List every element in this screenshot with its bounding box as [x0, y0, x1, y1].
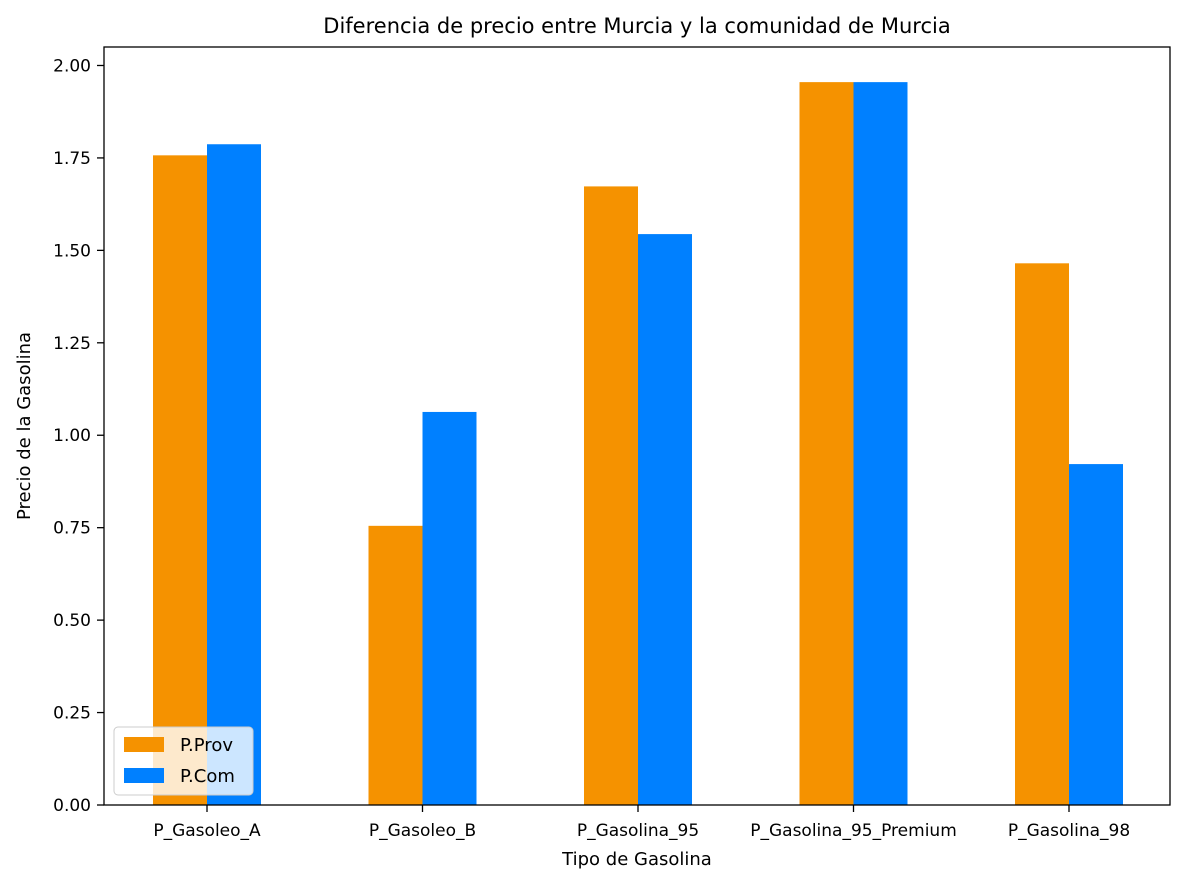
- bars-layer: [153, 82, 1123, 806]
- bar-p-com-p-gasolina-98: [1069, 464, 1123, 805]
- y-tick-label: 1.25: [53, 334, 91, 354]
- y-tick-label: 1.50: [53, 241, 91, 261]
- legend-label-p-com: P.Com: [180, 766, 235, 787]
- legend-label-p-prov: P.Prov: [180, 735, 233, 756]
- y-tick-label: 0.50: [53, 611, 91, 631]
- y-tick-label: 0.75: [53, 519, 91, 539]
- chart-title: Diferencia de precio entre Murcia y la c…: [323, 14, 950, 38]
- legend: P.Prov P.Com: [113, 726, 254, 796]
- bar-p-com-p-gasoleo-a: [207, 144, 261, 805]
- x-axis: P_Gasoleo_A P_Gasoleo_B P_Gasolina_95 P_Gas…: [153, 805, 1130, 841]
- bar-p-com-p-gasolina-95-premium: [853, 82, 908, 805]
- y-tick-label: 0.00: [53, 796, 91, 816]
- bar-p-prov-p-gasolina-95: [584, 186, 638, 805]
- y-tick-label: 1.00: [53, 426, 91, 446]
- bar-p-com-p-gasolina-95: [638, 234, 692, 806]
- x-tick-label: P_Gasoleo_A: [153, 821, 261, 841]
- y-tick-label: 1.75: [53, 149, 91, 169]
- x-tick-label: P_Gasolina_98: [1008, 821, 1130, 841]
- y-axis-label: Precio de la Gasolina: [14, 332, 35, 520]
- y-axis: 0.00 0.25 0.50 0.75 1.00 1.25 1.50 1.75 2.00: [53, 56, 104, 816]
- x-tick-label: P_Gasoleo_B: [369, 821, 476, 841]
- bar-p-prov-p-gasoleo-b: [368, 525, 423, 805]
- x-axis-label: Tipo de Gasolina: [561, 849, 712, 870]
- x-tick-label: P_Gasolina_95_Premium: [750, 821, 957, 841]
- bar-p-prov-p-gasolina-95-premium: [799, 82, 854, 805]
- bar-p-com-p-gasoleo-b: [422, 411, 477, 805]
- y-tick-label: 0.25: [53, 704, 91, 724]
- plot-frame: [103, 46, 1171, 806]
- x-tick-label: P_Gasolina_95: [577, 821, 699, 841]
- bar-p-prov-p-gasolina-98: [1015, 263, 1069, 805]
- bar-p-prov-p-gasoleo-a: [153, 155, 207, 806]
- legend-swatch-p-com: [124, 768, 164, 783]
- y-tick-label: 2.00: [53, 56, 91, 76]
- legend-swatch-p-prov: [124, 737, 164, 752]
